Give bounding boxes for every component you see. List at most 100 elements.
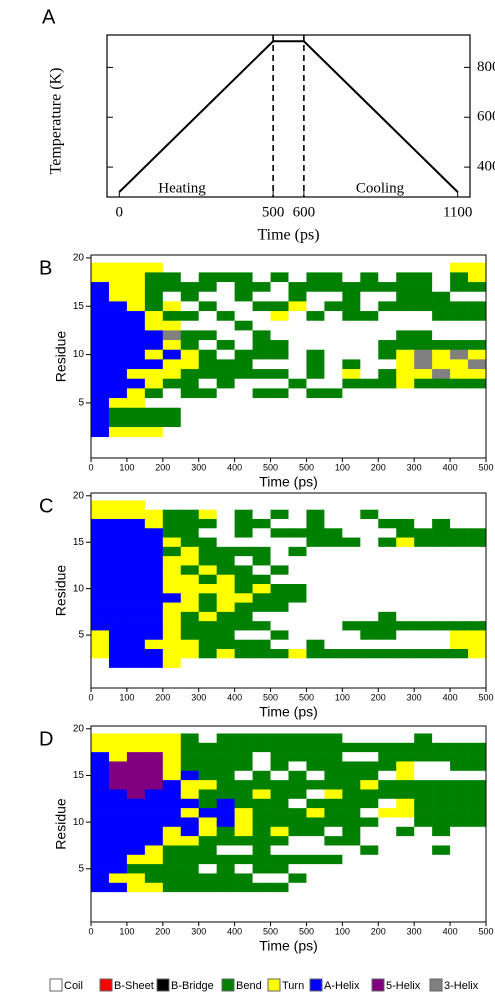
structure-cell	[126, 639, 146, 650]
structure-cell	[180, 826, 200, 837]
structure-cell	[378, 262, 397, 273]
structure-cell	[198, 369, 217, 380]
structure-cell	[108, 854, 128, 865]
structure-cell	[162, 789, 182, 800]
structure-cell	[360, 808, 379, 818]
structure-cell	[468, 282, 487, 293]
structure-cell	[414, 311, 433, 322]
structure-cell	[360, 500, 379, 511]
structure-cell	[126, 272, 146, 283]
structure-cell	[432, 864, 451, 874]
structure-cell	[234, 427, 253, 438]
structure-cell	[144, 378, 164, 389]
structure-cell	[198, 584, 217, 594]
structure-cell	[108, 621, 128, 631]
structure-cell	[324, 262, 343, 273]
structure-cell	[216, 593, 235, 603]
structure-cell	[91, 752, 110, 762]
structure-cell	[144, 359, 164, 370]
structure-cell	[288, 602, 307, 613]
structure-cell	[91, 574, 110, 585]
structure-cell	[91, 417, 110, 428]
structure-cell	[450, 789, 469, 800]
legend-label: Coil	[64, 980, 83, 992]
structure-cell	[108, 311, 128, 322]
x-tick-label: 0	[116, 204, 124, 220]
structure-cell	[468, 272, 487, 283]
x-tick-label: 100	[335, 462, 350, 472]
structure-cell	[162, 359, 182, 370]
structure-cell	[198, 500, 217, 511]
structure-cell	[91, 630, 110, 641]
structure-cell	[108, 845, 128, 856]
structure-cell	[144, 556, 164, 566]
structure-cell	[342, 537, 361, 548]
structure-cell	[432, 789, 451, 800]
structure-cell	[396, 417, 415, 428]
structure-cell	[252, 359, 271, 370]
structure-cell	[288, 593, 307, 603]
structure-cell	[342, 301, 361, 312]
structure-cell	[91, 546, 110, 557]
structure-cell	[396, 770, 415, 781]
structure-cell	[414, 742, 433, 753]
structure-cell	[144, 611, 164, 622]
structure-cell	[450, 882, 469, 893]
structure-cell	[162, 584, 182, 594]
structure-cell	[342, 798, 361, 809]
structure-cell	[324, 733, 343, 744]
structure-cell	[468, 262, 487, 273]
structure-cell	[108, 789, 128, 800]
structure-cell	[378, 742, 397, 753]
structure-cell	[360, 282, 379, 293]
structure-cell	[126, 528, 146, 538]
structure-cell	[270, 417, 289, 428]
structure-cell	[288, 789, 307, 800]
structure-cell	[360, 742, 379, 753]
structure-cell	[270, 301, 289, 312]
structure-cell	[180, 584, 200, 594]
structure-cell	[342, 272, 361, 283]
structure-cell	[324, 359, 343, 370]
structure-cell	[270, 565, 289, 576]
structure-cell	[360, 658, 379, 668]
structure-cell	[216, 649, 235, 659]
structure-cell	[126, 340, 146, 351]
structure-cell	[198, 388, 217, 399]
structure-cell	[342, 340, 361, 351]
structure-cell	[252, 602, 271, 613]
structure-cell	[306, 808, 325, 818]
structure-cell	[288, 770, 307, 781]
structure-cell	[432, 584, 451, 594]
structure-cell	[288, 649, 307, 659]
structure-cell	[378, 808, 397, 818]
x-tick-label: 200	[371, 692, 386, 702]
structure-cell	[216, 556, 235, 566]
structure-cell	[414, 780, 433, 790]
structure-cell	[414, 649, 433, 659]
structure-cell	[162, 417, 182, 428]
structure-cell	[288, 574, 307, 585]
structure-cell	[432, 349, 451, 360]
structure-cell	[144, 398, 164, 409]
structure-cell	[324, 752, 343, 762]
structure-cell	[468, 817, 487, 828]
structure-cell	[324, 388, 343, 399]
structure-cell	[91, 892, 110, 902]
structure-cell	[324, 630, 343, 641]
structure-cell	[252, 621, 271, 631]
structure-cell	[306, 537, 325, 548]
structure-cell	[126, 509, 146, 520]
structure-cell	[432, 407, 451, 418]
x-tick-label: 1100	[443, 204, 472, 220]
structure-cell	[108, 611, 128, 622]
structure-cell	[396, 500, 415, 511]
structure-cell	[198, 602, 217, 613]
structure-cell	[378, 733, 397, 744]
structure-cell	[306, 892, 325, 902]
structure-cell	[108, 808, 128, 818]
structure-cell	[108, 873, 128, 884]
structure-cell	[108, 556, 128, 566]
structure-cell	[162, 845, 182, 856]
structure-cell	[396, 854, 415, 865]
